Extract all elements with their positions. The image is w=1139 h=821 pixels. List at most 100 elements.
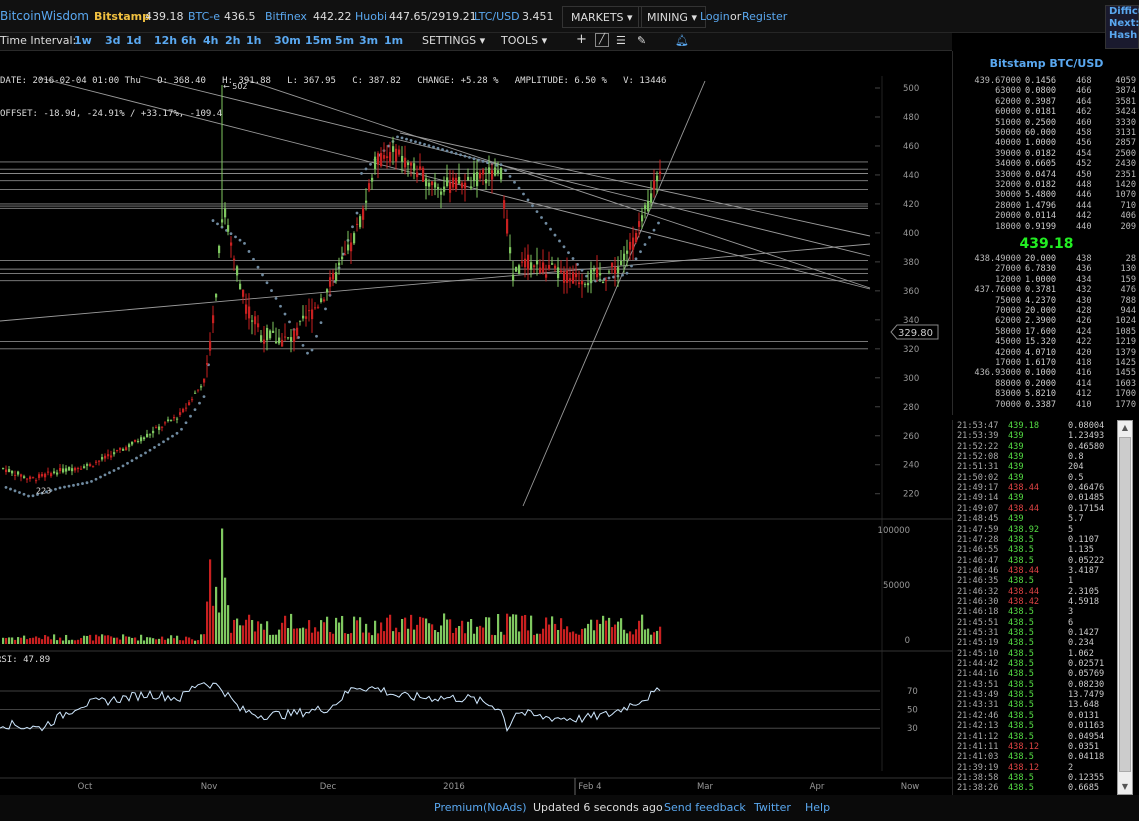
- order-book-cell: 944: [1120, 306, 1136, 316]
- bid-row: 438.49000 20.000 438 28: [953, 254, 1139, 264]
- order-book-cell: 416: [1076, 368, 1092, 379]
- candle-body: [236, 266, 239, 276]
- sar-dot: [256, 265, 260, 269]
- help-link[interactable]: Help: [805, 801, 831, 814]
- volume-bar: [434, 630, 437, 644]
- bid-row: 70000 20.000 428 944: [953, 306, 1139, 316]
- exchange-bitfinex-label[interactable]: Bitfinex: [265, 10, 307, 23]
- candle-body: [599, 272, 602, 276]
- volume-bar: [509, 616, 512, 644]
- interval-1m[interactable]: 1m: [384, 34, 404, 47]
- order-book-title[interactable]: Bitstamp BTC/USD: [989, 57, 1104, 70]
- register-link[interactable]: Register: [742, 10, 788, 23]
- price-chart[interactable]: 5004804604404204003803603403203002802602…: [0, 51, 952, 795]
- sar-dot: [198, 401, 201, 405]
- interval-1d[interactable]: 1d: [126, 34, 142, 47]
- sar-dot: [54, 487, 57, 491]
- price-axis-labels: 5004804604404204003803603403203002802602…: [881, 76, 919, 771]
- interval-15m[interactable]: 15m: [305, 34, 332, 47]
- time-tick-label: Now: [901, 782, 920, 792]
- crosshair-icon[interactable]: +: [576, 32, 587, 47]
- trade-cell: 0.04954: [1068, 731, 1105, 742]
- pen-icon[interactable]: ✎: [637, 34, 647, 47]
- sar-dot: [319, 321, 323, 324]
- sar-dot: [526, 198, 530, 202]
- order-book-cell: 1603: [1115, 378, 1136, 389]
- trade-cell: 21:45:51: [957, 617, 999, 628]
- order-book-cell: 88000: [995, 378, 1021, 389]
- time-tick-label: Nov: [201, 782, 218, 792]
- trade-cell: 0.08004: [1068, 421, 1105, 431]
- candle-body: [506, 218, 509, 234]
- volume-bar: [119, 639, 122, 644]
- hline-icon[interactable]: ☰: [616, 34, 626, 47]
- sar-dot: [40, 491, 44, 495]
- price-tick-label: 240: [903, 461, 919, 471]
- sar-dot: [508, 174, 512, 178]
- volume-bar: [164, 639, 167, 644]
- exchange-ltc-label[interactable]: LTC/USD: [474, 10, 520, 23]
- volume-bar: [326, 616, 329, 644]
- volume-bar: [149, 637, 152, 644]
- candle-body: [56, 472, 59, 475]
- volume-bar: [224, 577, 227, 644]
- exchange-btce-price: 436.5: [224, 10, 256, 23]
- candle-body: [560, 270, 563, 273]
- exchange-huobi-label[interactable]: Huobi: [355, 10, 388, 23]
- candle-body: [206, 363, 209, 365]
- order-book-cell: 439.67000: [974, 76, 1021, 86]
- volume-bar: [611, 627, 614, 644]
- volume-bar: [59, 637, 62, 644]
- markets-menu[interactable]: MARKETS ▾: [562, 6, 642, 28]
- exchange-btce-label[interactable]: BTC-e: [188, 10, 221, 23]
- volume-bar: [350, 633, 353, 644]
- interval-12h[interactable]: 12h: [154, 34, 178, 47]
- price-tag-label: 329.80: [898, 328, 933, 339]
- interval-5m[interactable]: 5m: [335, 34, 355, 47]
- trade-row: 21:45:10 438.5 1.062: [953, 649, 1122, 659]
- trendline-icon[interactable]: ╱: [595, 33, 609, 47]
- interval-3d[interactable]: 3d: [105, 34, 121, 47]
- interval-30m[interactable]: 30m: [274, 34, 301, 47]
- twitter-link[interactable]: Twitter: [754, 801, 791, 814]
- volume-bar: [212, 605, 215, 644]
- candle-body: [317, 306, 320, 308]
- alert-bell-icon[interactable]: 🔔︎: [675, 34, 689, 47]
- feedback-link[interactable]: Send feedback: [664, 801, 746, 814]
- premium-link[interactable]: Premium(NoAds): [434, 801, 527, 814]
- sar-dot: [468, 156, 471, 159]
- candle-body: [575, 273, 578, 278]
- trades-scrollbar[interactable]: ▲ ▼: [1117, 420, 1133, 795]
- interval-1h[interactable]: 1h: [246, 34, 262, 47]
- exchange-bitstamp-label[interactable]: Bitstamp: [94, 10, 150, 23]
- order-book-cell: 446: [1076, 190, 1092, 201]
- sar-dot: [157, 443, 161, 446]
- order-book-cell: 788: [1120, 295, 1136, 306]
- trade-cell: 438.5: [1008, 700, 1034, 711]
- updated-status: Updated 6 seconds ago: [533, 801, 663, 814]
- interval-6h[interactable]: 6h: [181, 34, 197, 47]
- sar-dot: [243, 242, 246, 245]
- order-book-cell: 42000: [995, 347, 1021, 358]
- trade-cell: 439: [1008, 514, 1024, 525]
- interval-4h[interactable]: 4h: [203, 34, 219, 47]
- order-book-cell: 414: [1076, 378, 1092, 389]
- interval-1w[interactable]: 1w: [74, 34, 92, 47]
- candle-body: [638, 221, 641, 227]
- login-link[interactable]: Login: [700, 10, 730, 23]
- volume-bar: [377, 633, 380, 644]
- scroll-down-icon[interactable]: ▼: [1121, 782, 1129, 791]
- sar-dot: [67, 484, 71, 488]
- volume-bar: [470, 618, 473, 644]
- scroll-up-icon[interactable]: ▲: [1121, 423, 1129, 432]
- volume-bar: [521, 615, 524, 644]
- interval-2h[interactable]: 2h: [225, 34, 241, 47]
- interval-3m[interactable]: 3m: [359, 34, 379, 47]
- scroll-thumb[interactable]: [1119, 437, 1131, 772]
- brand-logo[interactable]: BitcoinWisdom: [0, 9, 89, 23]
- candle-body: [644, 205, 647, 210]
- order-book-cell: 426: [1076, 316, 1092, 327]
- mining-menu[interactable]: MINING ▾: [638, 6, 706, 28]
- settings-menu[interactable]: SETTINGS ▾: [422, 34, 485, 47]
- tools-menu[interactable]: TOOLS ▾: [501, 34, 547, 47]
